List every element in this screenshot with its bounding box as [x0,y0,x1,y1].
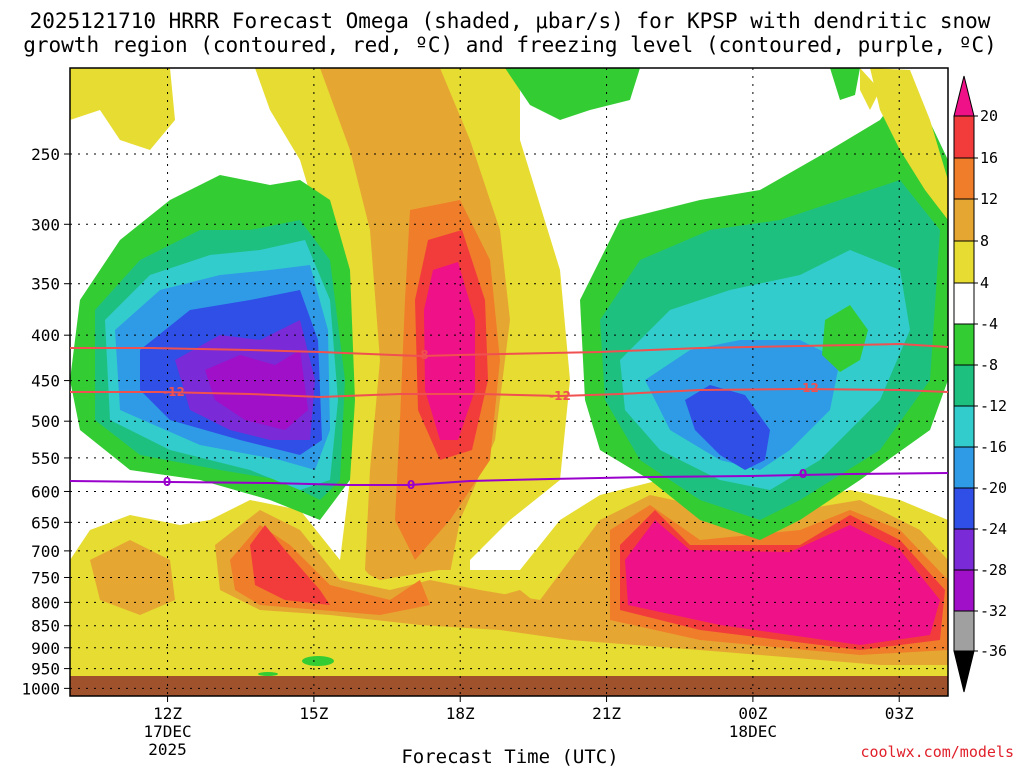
colorbar-cell [953,75,975,117]
colorbar-tick-label: 12 [980,190,998,208]
y-tick-label: 800 [31,593,60,612]
y-tick-label: 250 [31,145,60,164]
colorbar-cell [953,487,975,530]
x-tick-label: 03Z [885,704,914,723]
colorbar-tick-label: -32 [980,602,1007,620]
x-tick-label: 18Z [446,704,475,723]
chart-title-line-2: growth region (contoured, red, ºC) and f… [23,33,997,57]
colorbar-cell [953,650,975,693]
y-tick-label: 500 [31,412,60,431]
y-axis-ticks: 250 300 350 400 450 500 550 600 650 700 750 800 850 9… [21,145,70,698]
colorbar-cell [953,446,975,489]
colorbar-tick-label: -28 [980,561,1007,579]
y-tick-label: 650 [31,513,60,532]
chart-title-line-1: 2025121710 HRRR Forecast Omega (shaded, … [30,9,991,33]
x-tick-label: 12Z [153,704,182,723]
y-tick-label: 750 [31,568,60,587]
y-tick-label: 600 [31,482,60,501]
colorbar-tick-label: -8 [980,356,998,374]
colorbar-cell [953,240,975,284]
colorbar-cell [953,610,975,652]
omega-region-mid-gold-small [485,590,545,630]
x-tick-label: 00Z [738,704,767,723]
y-tick-label: 700 [31,542,60,561]
y-tick-label: 400 [31,326,60,345]
colorbar-cell [953,569,975,612]
freezing-label-1: 0 [163,475,171,489]
omega-region-low-red-small [255,530,275,580]
omega-region-low-green-speck [258,672,278,676]
colorbar-cell [953,323,975,366]
colorbar-tick-label: -20 [980,479,1007,497]
colorbar-tick-label: -4 [980,315,998,333]
y-tick-label: 950 [31,660,60,679]
omega-region-central-max [424,262,475,440]
omega-region-top-right-green [505,68,860,120]
terrain-fill [70,676,948,696]
colorbar: 20 16 12 8 4 -4 -8 -12 -16 -20 -24 -28 -32 -36 [953,75,1007,693]
colorbar-tick-label: 8 [980,232,989,250]
freezing-label-2: 0 [407,478,415,492]
x-tick-sublabel: 17DEC [143,722,191,741]
colorbar-tick-label: 16 [980,149,998,167]
omega-shaded-field [70,68,948,676]
dgz-label-2: -12 [549,389,571,403]
colorbar-tick-label: -36 [980,642,1007,660]
colorbar-cell [953,157,975,200]
y-tick-label: 850 [31,617,60,636]
freezing-label-3: 0 [799,467,807,481]
grid-lines [70,68,948,696]
dgz-label-1: -12 [163,385,185,399]
y-tick-label: 350 [31,275,60,294]
omega-region-left-violet [205,350,308,430]
omega-region-top-left [70,68,175,150]
omega-region-right-green-island [822,305,868,372]
colorbar-tick-label: 4 [980,274,989,292]
plot-frame [69,67,949,697]
colorbar-cell [953,282,975,325]
y-tick-label: 900 [31,639,60,658]
y-tick-label: 1000 [21,679,60,698]
dgz-top-contour [70,342,949,358]
y-tick-label: 450 [31,372,60,391]
colorbar-cell [953,528,975,571]
omega-region-low-green-dot [302,656,334,666]
colorbar-tick-label: -12 [980,397,1007,415]
x-tick-sublabel: 18DEC [729,722,777,741]
y-tick-label: 300 [31,215,60,234]
credit-text: coolwx.com/models [860,743,1014,761]
colorbar-cell [953,364,975,407]
dgz-top-label: -8 [415,348,428,362]
x-tick-label: 21Z [592,704,621,723]
freezing-level-contour [69,472,949,486]
colorbar-cell [953,115,975,159]
colorbar-tick-label: -24 [980,520,1007,538]
omega-region-top-right-yellow [860,68,948,220]
colorbar-tick-label: 20 [980,107,998,125]
omega-region-right-blue [685,385,770,470]
y-tick-label: 550 [31,449,60,468]
contour-labels: -8 -12 -12 -12 0 0 0 [163,348,819,492]
dgz-minus12-contour [70,387,949,399]
colorbar-tick-label: -16 [980,438,1007,456]
x-tick-label: 15Z [299,704,328,723]
x-axis-label: Forecast Time (UTC) [401,746,618,768]
colorbar-cell [953,198,975,242]
dgz-label-3: -12 [797,381,819,395]
x-tick-sublabel: 2025 [148,740,187,759]
colorbar-cell [953,405,975,448]
